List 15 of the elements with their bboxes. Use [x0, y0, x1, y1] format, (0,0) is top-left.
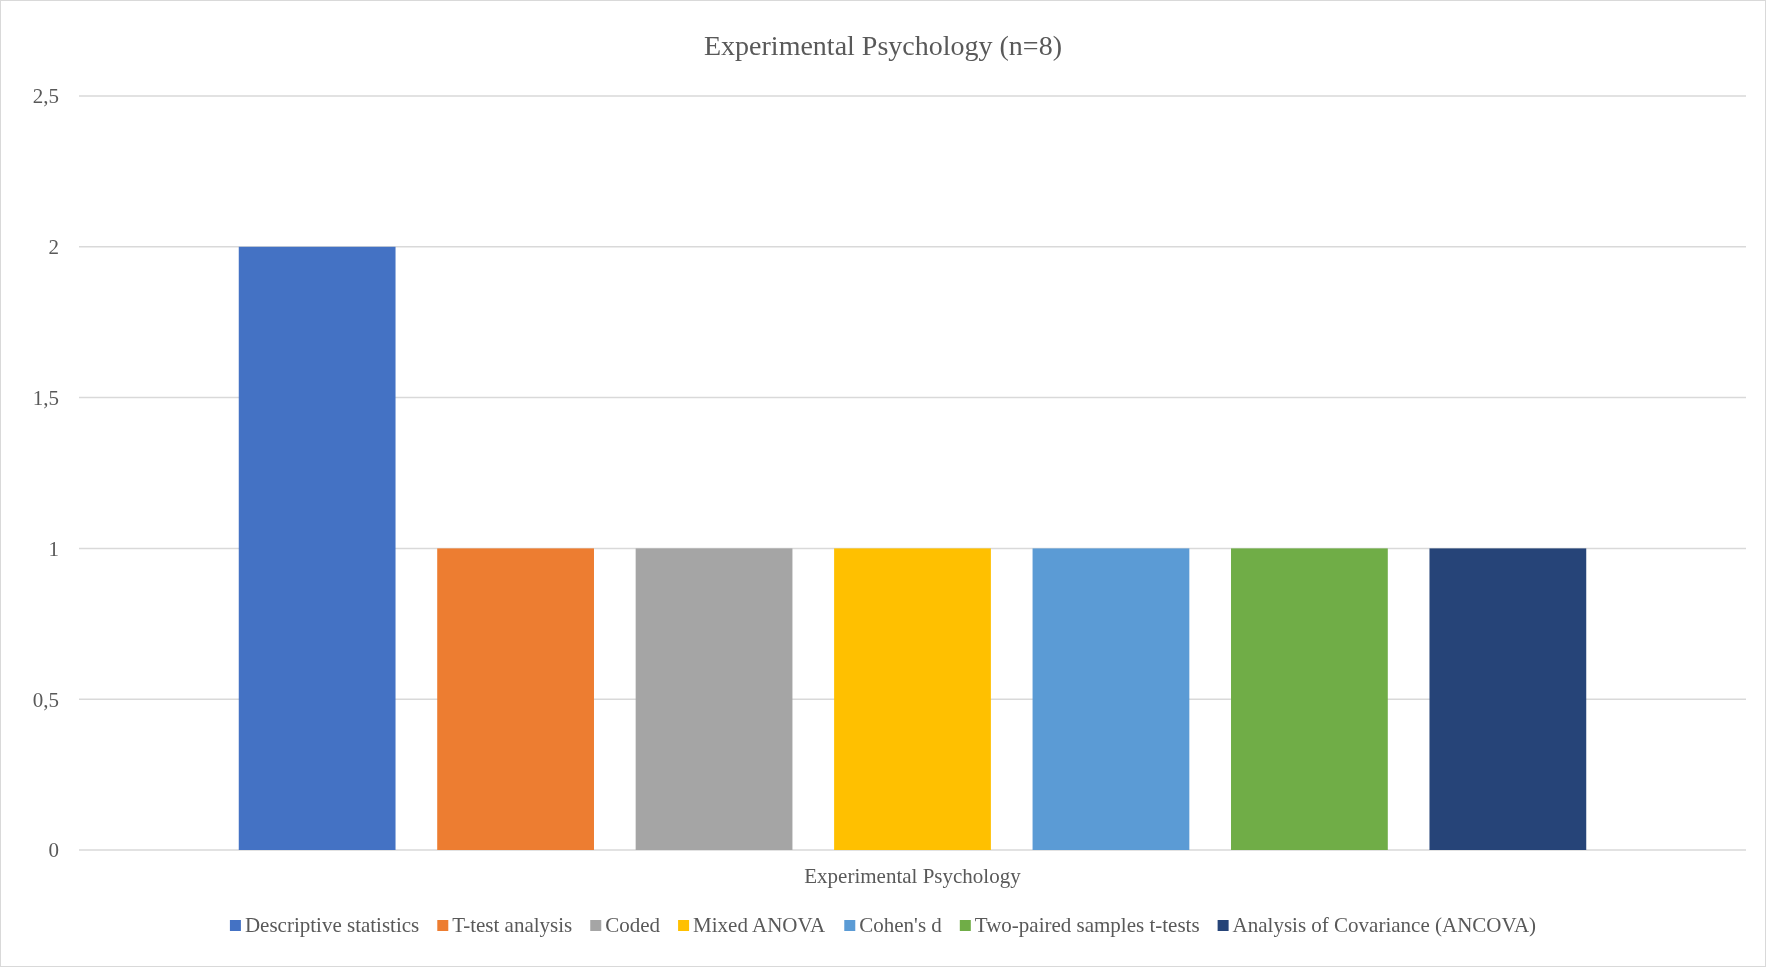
legend-label: Two-paired samples t-tests: [974, 913, 1200, 938]
y-tick-label: 2,5: [32, 84, 59, 109]
legend-label: Coded: [605, 913, 661, 938]
legend-label: Analysis of Covariance (ANCOVA): [1232, 913, 1537, 938]
y-tick-label: 1,5: [32, 385, 59, 410]
legend-label: T-test analysis: [452, 913, 573, 938]
chart-title: Experimental Psychology (n=8): [704, 30, 1062, 61]
y-tick-label: 0: [48, 838, 59, 863]
legend-label: Mixed ANOVA: [693, 913, 826, 938]
y-tick-label: 1: [48, 536, 59, 561]
legend-label: Cohen's d: [859, 913, 943, 938]
y-tick-label: 2: [48, 235, 59, 260]
legend-label: Descriptive statistics: [244, 913, 420, 938]
y-tick-label: 0,5: [32, 687, 59, 712]
x-tick-label: Experimental Psychology: [804, 864, 1022, 888]
